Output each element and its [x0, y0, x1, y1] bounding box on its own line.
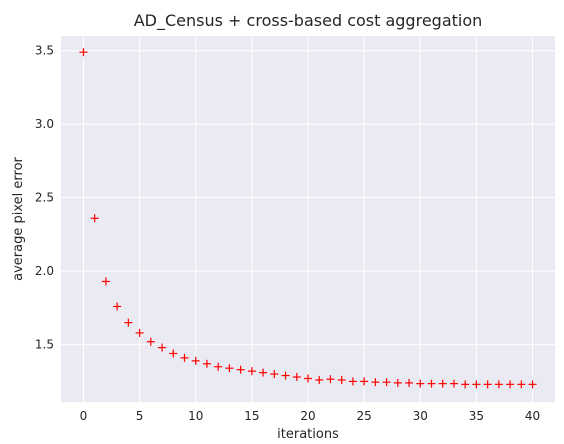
- data-point: [270, 370, 279, 379]
- data-point: [247, 367, 256, 376]
- data-point: [528, 380, 537, 389]
- data-point: [214, 362, 223, 371]
- data-point: [236, 365, 245, 374]
- data-point: [281, 371, 290, 380]
- data-point: [348, 377, 357, 386]
- x-axis-label: iterations: [277, 427, 339, 442]
- data-point: [360, 377, 369, 386]
- data-point: [158, 343, 167, 352]
- y-tick-labels: 1.5 2.0 2.5 3.0 3.5: [35, 44, 54, 352]
- y-tick-label: 2.5: [35, 191, 54, 205]
- grid-lines: [61, 36, 555, 402]
- x-tick-label: 0: [80, 409, 88, 423]
- data-point: [326, 375, 335, 384]
- data-point: [494, 380, 503, 389]
- chart-title: AD_Census + cross-based cost aggregation: [134, 11, 483, 31]
- data-point: [101, 277, 110, 286]
- y-tick-label: 3.5: [35, 44, 54, 58]
- x-tick-label: 10: [188, 409, 203, 423]
- data-point: [405, 378, 414, 387]
- x-tick-label: 35: [469, 409, 484, 423]
- data-point: [449, 379, 458, 388]
- data-point: [304, 374, 312, 383]
- data-point: [225, 364, 234, 373]
- data-point: [506, 380, 515, 389]
- data-point: [135, 328, 144, 337]
- data-point: [393, 378, 402, 387]
- data-point: [180, 353, 189, 362]
- data-point: [517, 380, 526, 389]
- data-point: [416, 379, 425, 388]
- data-point: [202, 359, 211, 368]
- data-point: [113, 302, 122, 311]
- x-tick-label: 25: [356, 409, 371, 423]
- x-tick-label: 5: [136, 409, 144, 423]
- y-axis-label: average pixel error: [11, 156, 26, 280]
- x-tick-labels: 0 5 10 15 20 25 30 35 40: [80, 409, 541, 423]
- x-tick-label: 20: [300, 409, 315, 423]
- data-point: [438, 379, 447, 388]
- data-point: [124, 318, 133, 327]
- x-tick-label: 15: [244, 409, 259, 423]
- data-point: [90, 214, 99, 223]
- data-point: [382, 378, 391, 387]
- x-tick-label: 30: [413, 409, 428, 423]
- data-point: [483, 380, 492, 389]
- data-point: [427, 379, 436, 388]
- data-point: [461, 380, 470, 389]
- x-tick-label: 40: [525, 409, 540, 423]
- data-point: [315, 375, 324, 384]
- data-points: [79, 48, 537, 389]
- data-point: [337, 375, 346, 384]
- data-point: [146, 337, 155, 346]
- y-tick-label: 1.5: [35, 338, 54, 352]
- data-point: [79, 48, 88, 57]
- data-point: [191, 356, 200, 365]
- data-point: [371, 378, 380, 387]
- data-point: [472, 380, 481, 389]
- data-point: [259, 368, 268, 377]
- y-tick-label: 3.0: [35, 117, 54, 131]
- y-tick-label: 2.0: [35, 264, 54, 278]
- data-point: [292, 373, 301, 382]
- data-point: [169, 349, 178, 358]
